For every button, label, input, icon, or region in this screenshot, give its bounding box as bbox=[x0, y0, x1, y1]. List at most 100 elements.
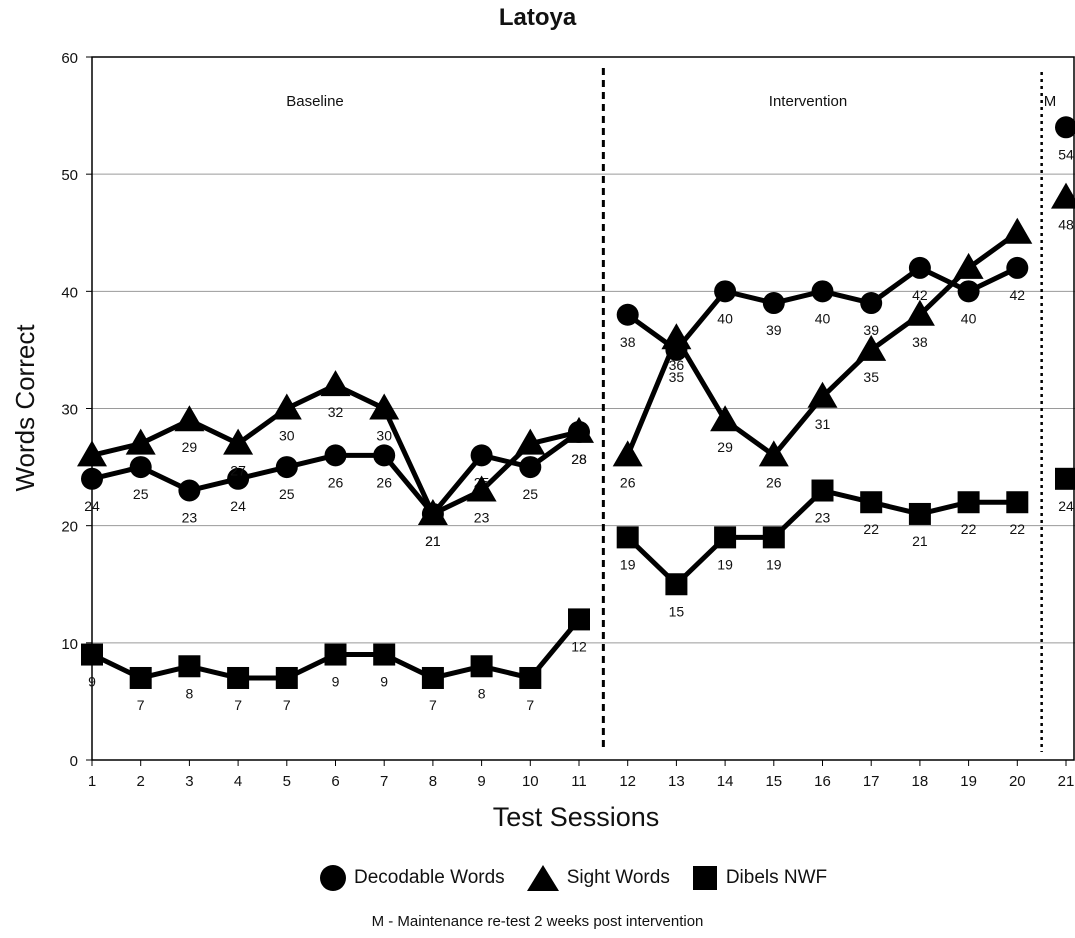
circle-data-label: 25 bbox=[523, 486, 539, 502]
circle-data-label: 40 bbox=[815, 310, 831, 326]
phase-label-intervention: Intervention bbox=[769, 93, 847, 110]
triangle-data-label: 32 bbox=[328, 404, 344, 420]
sight-point bbox=[758, 440, 789, 467]
y-tick-label: 0 bbox=[70, 753, 78, 770]
triangle-marker-icon bbox=[526, 865, 559, 891]
sight-point bbox=[466, 475, 497, 502]
triangle-data-label: 38 bbox=[912, 334, 928, 350]
y-axis-label: Words Correct bbox=[10, 324, 40, 492]
circle-data-label: 39 bbox=[863, 322, 879, 338]
triangle-data-label: 30 bbox=[279, 428, 295, 444]
triangle-data-label: 31 bbox=[815, 416, 831, 432]
decodable-point bbox=[616, 303, 639, 326]
circle-data-label: 26 bbox=[376, 474, 392, 490]
triangle-data-label: 28 bbox=[571, 451, 587, 467]
dibels-point bbox=[1006, 491, 1029, 514]
x-tick-label: 12 bbox=[619, 773, 636, 790]
circle-data-label: 35 bbox=[669, 369, 685, 385]
square-data-label: 7 bbox=[283, 697, 291, 713]
circle-data-label: 26 bbox=[328, 474, 344, 490]
square-data-label: 22 bbox=[961, 521, 977, 537]
circle-data-label: 25 bbox=[279, 486, 295, 502]
dibels-point bbox=[908, 502, 931, 525]
sight-point bbox=[807, 381, 838, 408]
x-tick-label: 2 bbox=[137, 773, 145, 790]
circle-data-label: 28 bbox=[571, 451, 587, 467]
square-data-label: 8 bbox=[186, 685, 194, 701]
triangle-data-label: 36 bbox=[669, 357, 685, 373]
square-data-label: 24 bbox=[1058, 498, 1074, 514]
circle-data-label: 40 bbox=[961, 310, 977, 326]
square-data-label: 9 bbox=[380, 674, 388, 690]
y-tick-label: 60 bbox=[61, 50, 78, 67]
legend: Decodable Words Sight Words Dibels NWF bbox=[318, 858, 847, 898]
x-tick-label: 21 bbox=[1058, 773, 1075, 790]
square-data-label: 7 bbox=[234, 697, 242, 713]
dibels-point bbox=[129, 666, 152, 689]
decodable-point bbox=[178, 479, 201, 502]
square-data-label: 21 bbox=[912, 533, 928, 549]
sight-point bbox=[564, 416, 594, 443]
dibels-point bbox=[1055, 467, 1075, 490]
x-tick-label: 6 bbox=[331, 773, 339, 790]
sight-point bbox=[77, 440, 107, 467]
x-tick-label: 9 bbox=[477, 773, 485, 790]
sight-point bbox=[710, 405, 741, 432]
chart-title: Latoya bbox=[498, 4, 577, 31]
decodable-point bbox=[811, 280, 834, 303]
square-data-label: 22 bbox=[863, 521, 879, 537]
square-data-label: 12 bbox=[571, 638, 587, 654]
triangle-data-label: 21 bbox=[425, 533, 441, 549]
square-data-label: 8 bbox=[478, 685, 486, 701]
square-data-label: 19 bbox=[766, 556, 782, 572]
decodable-point bbox=[373, 444, 396, 467]
decodable-point bbox=[324, 444, 347, 467]
circle-data-label: 25 bbox=[133, 486, 149, 502]
circle-data-label: 54 bbox=[1058, 146, 1074, 162]
y-tick-label: 20 bbox=[61, 519, 78, 536]
triangle-data-label: 26 bbox=[766, 474, 782, 490]
square-data-label: 7 bbox=[429, 697, 437, 713]
x-tick-label: 14 bbox=[717, 773, 734, 790]
dibels-point bbox=[860, 491, 883, 514]
triangle-data-label: 23 bbox=[474, 510, 490, 526]
circle-data-label: 40 bbox=[717, 310, 733, 326]
dibels-point bbox=[762, 526, 785, 549]
legend-item-sight: Sight Words bbox=[525, 863, 670, 893]
dibels-point bbox=[324, 643, 347, 666]
triangle-data-label: 29 bbox=[182, 439, 198, 455]
x-tick-label: 15 bbox=[765, 773, 782, 790]
sight-point bbox=[1002, 217, 1033, 244]
square-data-label: 15 bbox=[669, 603, 685, 619]
circle-data-label: 39 bbox=[766, 322, 782, 338]
legend-label-dibels: Dibels NWF bbox=[725, 867, 828, 888]
triangle-data-label: 48 bbox=[1058, 217, 1074, 233]
triangle-data-label: 29 bbox=[717, 439, 733, 455]
square-data-label: 9 bbox=[88, 674, 96, 690]
circle-data-label: 24 bbox=[230, 498, 246, 514]
decodable-point bbox=[275, 456, 298, 479]
circle-marker-icon bbox=[320, 865, 346, 891]
x-tick-label: 19 bbox=[960, 773, 977, 790]
sight-point bbox=[856, 334, 887, 361]
sight-point bbox=[515, 428, 546, 455]
sight-point bbox=[1051, 182, 1075, 209]
sight-point bbox=[223, 428, 254, 455]
dibels-point bbox=[275, 666, 298, 689]
x-tick-label: 7 bbox=[380, 773, 388, 790]
square-marker-icon bbox=[692, 866, 717, 890]
dibels-point bbox=[616, 526, 639, 549]
x-tick-label: 3 bbox=[185, 773, 193, 790]
decodable-point bbox=[470, 444, 493, 467]
x-tick-label: 18 bbox=[912, 773, 929, 790]
decodable-point bbox=[519, 456, 542, 479]
x-tick-label: 20 bbox=[1009, 773, 1026, 790]
x-axis-label: Test Sessions bbox=[493, 802, 660, 832]
decodable-point bbox=[860, 292, 883, 315]
square-data-label: 7 bbox=[137, 697, 145, 713]
circle-data-label: 38 bbox=[620, 334, 636, 350]
y-tick-label: 50 bbox=[61, 167, 78, 184]
sight-point bbox=[612, 440, 643, 467]
phase-label-baseline: Baseline bbox=[286, 93, 344, 110]
